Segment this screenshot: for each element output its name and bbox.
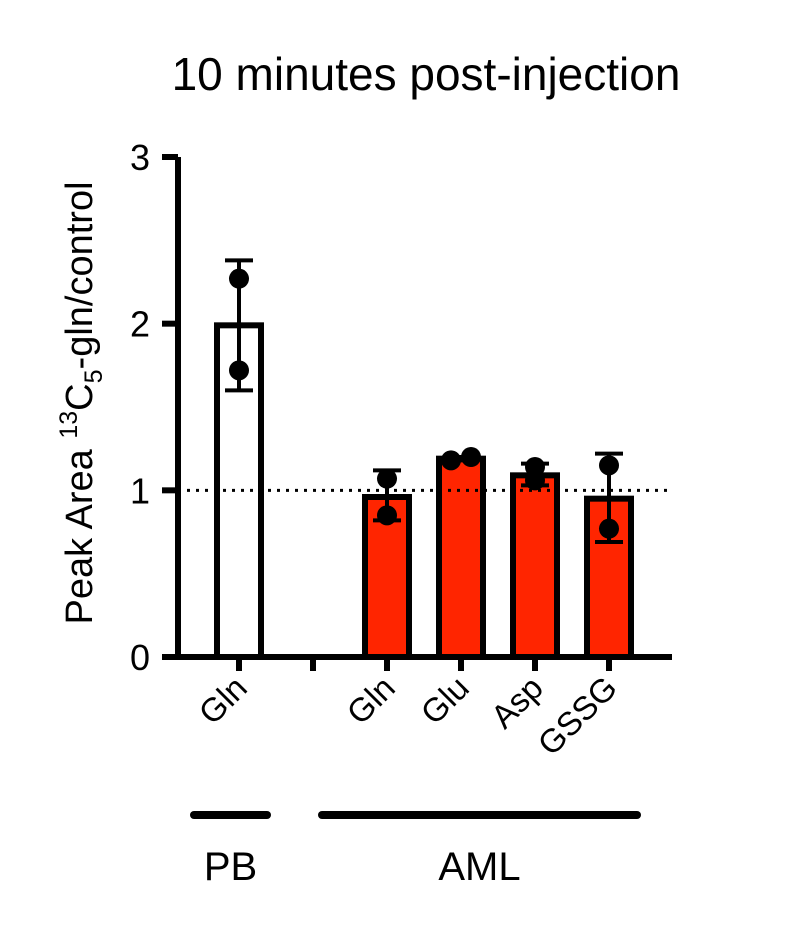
data-point-5-1 bbox=[599, 518, 619, 539]
data-point-3-1 bbox=[461, 447, 481, 467]
y-axis-label-text: Peak Area bbox=[59, 439, 101, 625]
data-point-3-0 bbox=[441, 450, 461, 471]
group-brackets-layer: PB AML bbox=[190, 811, 641, 889]
bar-asp-4 bbox=[510, 472, 560, 661]
data-point-5-0 bbox=[599, 455, 619, 476]
data-point-4-1 bbox=[525, 457, 545, 477]
bar-glu-3 bbox=[436, 455, 486, 660]
y-tick-label-1: 1 bbox=[130, 470, 150, 511]
data-point-2-1 bbox=[377, 505, 397, 526]
data-point-0-0 bbox=[229, 268, 249, 289]
group-label-aml: AML bbox=[438, 845, 520, 889]
y-tick-label-2: 2 bbox=[130, 304, 150, 345]
data-point-0-1 bbox=[229, 360, 249, 381]
y-axis-label-suffix: -gln/control bbox=[59, 181, 101, 369]
y-axis-label-subscript: 5 bbox=[80, 369, 108, 383]
x-tick-label-gln-0: Gln bbox=[191, 669, 253, 731]
y-tick-label-0: 0 bbox=[130, 637, 150, 678]
y-axis-label: Peak Area 13C5-gln/control bbox=[55, 181, 108, 624]
x-tick-label-gln-2: Gln bbox=[339, 669, 401, 731]
y-axis-label-superscript: 13 bbox=[55, 411, 83, 439]
data-points-layer bbox=[229, 268, 619, 539]
x-tick-label-glu-3: Glu bbox=[413, 669, 475, 731]
error-bars-layer bbox=[225, 258, 623, 544]
group-label-pb: PB bbox=[204, 845, 257, 889]
y-tick-label-3: 3 bbox=[130, 137, 150, 178]
x-tick-label-gssg-5: GSSG bbox=[530, 669, 624, 763]
chart-title: 10 minutes post-injection bbox=[172, 48, 681, 100]
data-point-2-0 bbox=[377, 468, 397, 489]
axes-layer: 0 1 2 3 bbox=[130, 137, 672, 678]
y-axis-label-element: C bbox=[59, 383, 101, 410]
